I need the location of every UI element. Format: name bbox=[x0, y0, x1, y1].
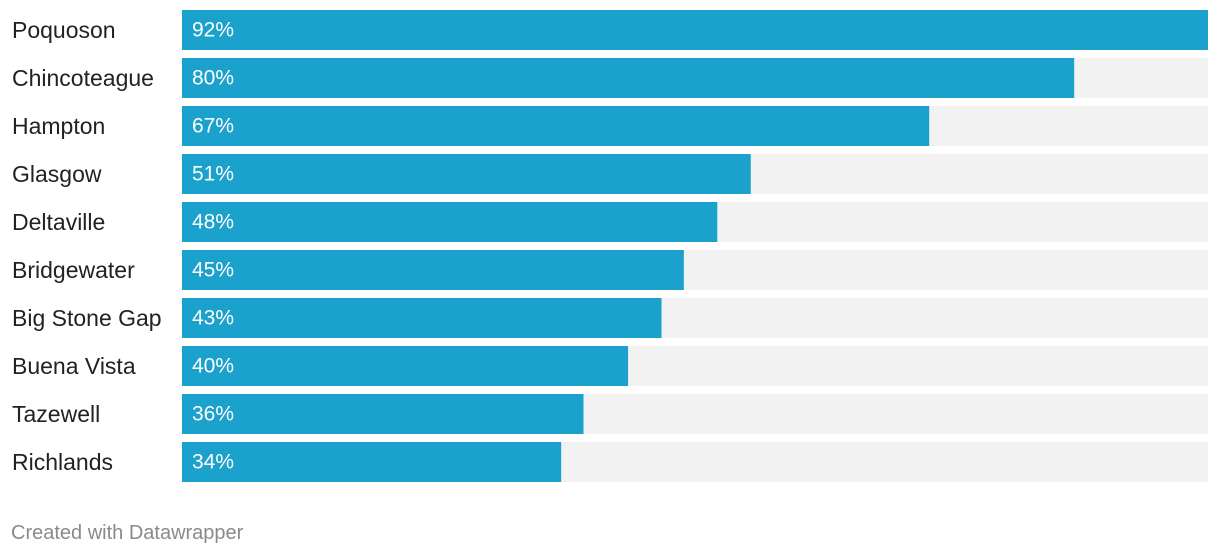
category-label: Glasgow bbox=[12, 161, 102, 187]
bar bbox=[182, 346, 629, 386]
bar bbox=[182, 442, 562, 482]
category-label: Bridgewater bbox=[12, 257, 135, 283]
category-label: Buena Vista bbox=[12, 353, 136, 379]
category-label: Tazewell bbox=[12, 401, 100, 427]
value-label: 92% bbox=[192, 19, 234, 42]
category-label: Deltaville bbox=[12, 209, 105, 235]
bar-row: Bridgewater 45% bbox=[12, 250, 1208, 290]
bar-row: Chincoteague 80% bbox=[12, 58, 1208, 98]
bar-row: Poquoson 92% bbox=[12, 10, 1208, 50]
value-label: 45% bbox=[192, 259, 234, 282]
bar bbox=[182, 58, 1075, 98]
bar-row: Deltaville 48% bbox=[12, 202, 1208, 242]
datawrapper-credit: Created with Datawrapper bbox=[11, 522, 244, 544]
value-label: 36% bbox=[192, 403, 234, 426]
bar bbox=[182, 394, 584, 434]
category-label: Richlands bbox=[12, 449, 113, 475]
category-label: Hampton bbox=[12, 113, 105, 139]
bar-row: Tazewell 36% bbox=[12, 394, 1208, 434]
value-label: 40% bbox=[192, 355, 234, 378]
bar bbox=[182, 106, 930, 146]
category-label: Chincoteague bbox=[12, 65, 154, 91]
bar bbox=[182, 10, 1208, 50]
bar-row: Buena Vista 40% bbox=[12, 346, 1208, 386]
bar-row: Big Stone Gap 43% bbox=[12, 298, 1208, 338]
value-label: 34% bbox=[192, 451, 234, 474]
bar bbox=[182, 250, 684, 290]
bar-row: Glasgow 51% bbox=[12, 154, 1208, 194]
bar-chart: Poquoson 92% Chincoteague 80% Hampton 67% Glas… bbox=[12, 10, 1208, 482]
bar bbox=[182, 298, 662, 338]
bar bbox=[182, 202, 718, 242]
value-label: 51% bbox=[192, 163, 234, 186]
value-label: 67% bbox=[192, 115, 234, 138]
category-label: Big Stone Gap bbox=[12, 305, 162, 331]
bar-row: Richlands 34% bbox=[12, 442, 1208, 482]
category-label: Poquoson bbox=[12, 17, 116, 43]
bar bbox=[182, 154, 751, 194]
value-label: 80% bbox=[192, 67, 234, 90]
value-label: 48% bbox=[192, 211, 234, 234]
bar-row: Hampton 67% bbox=[12, 106, 1208, 146]
value-label: 43% bbox=[192, 307, 234, 330]
